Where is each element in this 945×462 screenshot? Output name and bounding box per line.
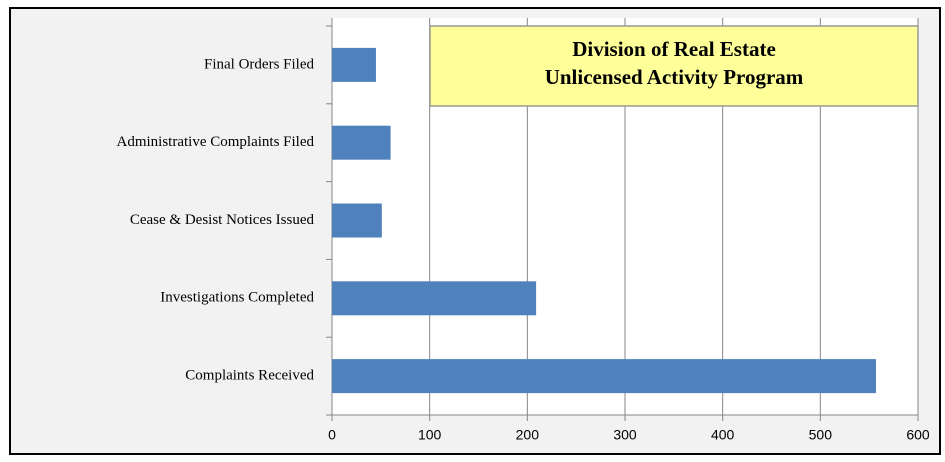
- y-tick-label: Administrative Complaints Filed: [117, 134, 315, 150]
- x-tick-label: 400: [711, 427, 735, 443]
- x-tick-label: 600: [906, 427, 930, 443]
- bar: [332, 281, 537, 316]
- chart-title: Unlicensed Activity Program: [545, 65, 804, 89]
- x-tick-label: 0: [328, 427, 336, 443]
- bar: [332, 203, 382, 238]
- y-tick-label: Investigations Completed: [160, 290, 314, 306]
- title-box: [429, 25, 919, 107]
- chart-title: Division of Real Estate: [572, 37, 776, 61]
- bar: [332, 125, 391, 160]
- x-tick-label: 200: [516, 427, 540, 443]
- y-tick-label: Final Orders Filed: [204, 56, 314, 72]
- y-tick-label: Complaints Received: [185, 368, 314, 384]
- bar: [332, 359, 877, 394]
- x-tick-label: 500: [809, 427, 833, 443]
- x-tick-label: 300: [613, 427, 637, 443]
- y-tick-label: Cease & Desist Notices Issued: [130, 212, 315, 228]
- x-tick-label: 100: [418, 427, 442, 443]
- bar: [332, 47, 376, 82]
